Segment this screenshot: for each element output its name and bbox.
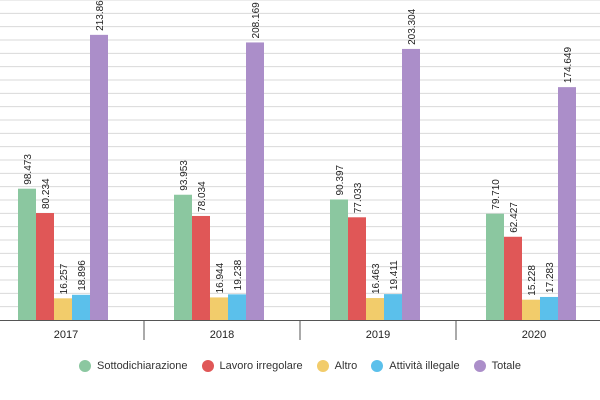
bar-lavoro-irregolare-2020[interactable] — [504, 236, 522, 320]
legend-swatch-sottodichiarazione — [79, 360, 91, 372]
legend-label-sottodichiarazione: Sottodichiarazione — [97, 360, 188, 372]
bar-lavoro-irregolare-2019[interactable] — [348, 217, 366, 320]
legend-item-attivita-illegale[interactable]: Attività illegale — [371, 360, 460, 372]
data-label-lavoro-irregolare-2017: 80.234 — [41, 178, 52, 209]
bar-sottodichiarazione-2019[interactable] — [330, 199, 348, 320]
bar-sottodichiarazione-2017[interactable] — [18, 188, 36, 320]
bar-totale-2017[interactable] — [90, 34, 108, 320]
bar-attivita-illegale-2019[interactable] — [384, 294, 402, 320]
data-label-totale-2019: 203.304 — [407, 8, 418, 45]
legend-label-altro: Altro — [334, 360, 358, 372]
legend-swatch-attivita-illegale — [371, 360, 384, 372]
legend: Sottodichiarazione Lavoro irregolare Alt… — [0, 356, 600, 376]
data-label-altro-2019: 16.463 — [371, 263, 382, 294]
data-label-altro-2020: 15.228 — [527, 265, 538, 296]
data-label-sottodichiarazione-2019: 90.397 — [335, 164, 346, 195]
data-label-attivita-illegale-2017: 18.896 — [77, 260, 88, 291]
legend-swatch-altro — [316, 360, 329, 372]
bar-totale-2019[interactable] — [402, 48, 420, 320]
bar-attivita-illegale-2018[interactable] — [228, 294, 246, 320]
data-label-attivita-illegale-2018: 19.238 — [233, 259, 244, 290]
legend-swatch-totale — [473, 360, 486, 372]
data-label-attivita-illegale-2019: 19.411 — [389, 260, 400, 290]
bar-altro-2018[interactable] — [210, 297, 228, 320]
data-label-sottodichiarazione-2020: 79.710 — [491, 179, 502, 210]
bar-sottodichiarazione-2020[interactable] — [486, 213, 504, 320]
bar-totale-2018[interactable] — [246, 42, 264, 320]
x-tick-label-2017: 2017 — [54, 329, 78, 341]
data-label-altro-2018: 16.944 — [215, 262, 226, 293]
x-tick-label-2020: 2020 — [522, 329, 546, 341]
data-label-attivita-illegale-2020: 17.283 — [545, 262, 556, 293]
data-label-lavoro-irregolare-2019: 77.033 — [353, 182, 364, 213]
bars — [18, 34, 576, 320]
x-tick-label-2018: 2018 — [210, 329, 234, 341]
data-label-totale-2020: 174.649 — [563, 47, 574, 84]
data-label-totale-2017: 213.862 — [95, 0, 106, 31]
bar-lavoro-irregolare-2017[interactable] — [36, 213, 54, 320]
data-label-lavoro-irregolare-2020: 62.427 — [509, 202, 520, 233]
bar-attivita-illegale-2020[interactable] — [540, 296, 558, 320]
legend-item-sottodichiarazione[interactable]: Sottodichiarazione — [79, 360, 188, 372]
legend-swatch-lavoro-irregolare — [201, 360, 214, 372]
legend-item-altro[interactable]: Altro — [316, 360, 358, 372]
data-label-totale-2018: 208.169 — [251, 2, 262, 39]
bar-attivita-illegale-2017[interactable] — [72, 294, 90, 320]
bar-totale-2020[interactable] — [558, 87, 576, 320]
bar-altro-2019[interactable] — [366, 298, 384, 320]
bar-altro-2017[interactable] — [54, 298, 72, 320]
data-label-altro-2017: 16.257 — [59, 263, 70, 294]
data-label-lavoro-irregolare-2018: 78.034 — [197, 181, 208, 212]
legend-label-lavoro-irregolare: Lavoro irregolare — [219, 360, 303, 372]
legend-label-totale: Totale — [491, 360, 521, 372]
legend-item-totale[interactable]: Totale — [473, 360, 521, 372]
data-label-sottodichiarazione-2018: 93.953 — [179, 160, 190, 191]
x-axis: 2017 2018 2019 2020 — [0, 320, 600, 341]
data-labels: 98.473 80.234 16.257 18.896 213.862 93.953 78.… — [23, 0, 574, 296]
bar-altro-2020[interactable] — [522, 299, 540, 320]
bar-sottodichiarazione-2018[interactable] — [174, 194, 192, 320]
legend-item-lavoro-irregolare[interactable]: Lavoro irregolare — [201, 360, 303, 372]
data-label-sottodichiarazione-2017: 98.473 — [23, 154, 34, 185]
x-tick-label-2019: 2019 — [366, 329, 390, 341]
bar-lavoro-irregolare-2018[interactable] — [192, 215, 210, 320]
legend-label-attivita-illegale: Attività illegale — [389, 360, 460, 372]
